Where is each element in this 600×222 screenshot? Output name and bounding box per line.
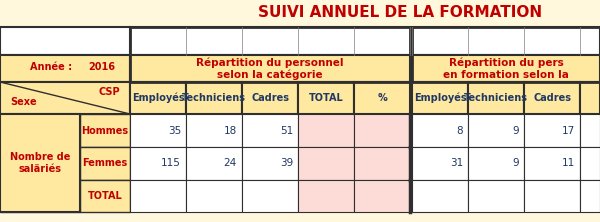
Bar <box>0 180 80 212</box>
Bar <box>580 147 600 180</box>
Text: 31: 31 <box>450 159 463 168</box>
Text: Répartition du pers
en formation selon la: Répartition du pers en formation selon l… <box>443 57 569 79</box>
Text: Employés: Employés <box>131 93 184 103</box>
Bar <box>130 180 186 212</box>
Bar <box>0 27 130 55</box>
Bar <box>80 147 130 180</box>
Text: CSP: CSP <box>98 87 120 97</box>
Bar <box>0 55 130 82</box>
Text: Nombre de
saläriés: Nombre de saläriés <box>10 152 70 174</box>
Bar <box>130 82 186 114</box>
Bar <box>242 82 298 114</box>
Text: Année :: Année : <box>30 61 72 71</box>
Bar <box>0 147 80 180</box>
Bar <box>412 114 468 147</box>
Text: 9: 9 <box>512 159 519 168</box>
Bar <box>130 147 186 180</box>
Bar <box>580 82 600 114</box>
Text: Techniciens: Techniciens <box>182 93 246 103</box>
Bar <box>468 114 524 147</box>
Bar <box>298 180 354 212</box>
Bar <box>186 147 242 180</box>
Text: 24: 24 <box>224 159 237 168</box>
Text: 35: 35 <box>168 125 181 135</box>
Bar <box>412 147 468 180</box>
Bar <box>524 114 580 147</box>
Bar <box>524 180 580 212</box>
Text: 17: 17 <box>562 125 575 135</box>
Text: 2016: 2016 <box>88 61 115 71</box>
Bar <box>298 114 354 147</box>
Text: Répartition du personnel
selon la catégorie: Répartition du personnel selon la catégo… <box>196 57 344 80</box>
Text: 51: 51 <box>280 125 293 135</box>
Text: SUIVI ANNUEL DE LA FORMATION: SUIVI ANNUEL DE LA FORMATION <box>258 6 542 20</box>
Text: 18: 18 <box>224 125 237 135</box>
Bar <box>580 180 600 212</box>
Bar <box>0 114 80 212</box>
Bar <box>412 82 468 114</box>
Bar <box>354 180 410 212</box>
Text: 39: 39 <box>280 159 293 168</box>
Bar <box>354 82 410 114</box>
Bar <box>412 55 600 82</box>
Text: %: % <box>377 93 387 103</box>
Bar <box>0 82 130 114</box>
Bar <box>524 82 580 114</box>
Bar <box>0 0 600 27</box>
Text: Hommes: Hommes <box>82 125 128 135</box>
Text: TOTAL: TOTAL <box>88 191 122 201</box>
Bar <box>242 114 298 147</box>
Bar <box>354 147 410 180</box>
Bar <box>186 180 242 212</box>
Text: Cadres: Cadres <box>533 93 571 103</box>
Bar <box>468 147 524 180</box>
Bar <box>412 27 600 82</box>
Bar <box>130 27 600 55</box>
Text: TOTAL: TOTAL <box>308 93 343 103</box>
Bar <box>524 147 580 180</box>
Bar <box>412 180 468 212</box>
Text: 11: 11 <box>562 159 575 168</box>
Bar <box>80 114 130 147</box>
Bar <box>130 114 186 147</box>
Bar <box>242 180 298 212</box>
Bar <box>130 27 410 82</box>
Bar <box>242 147 298 180</box>
Text: Sexe: Sexe <box>10 97 37 107</box>
Bar <box>186 114 242 147</box>
Text: 9: 9 <box>512 125 519 135</box>
Bar <box>298 82 354 114</box>
Text: Employés: Employés <box>413 93 466 103</box>
Text: 8: 8 <box>457 125 463 135</box>
Bar <box>130 55 410 82</box>
Text: Cadres: Cadres <box>251 93 289 103</box>
Bar <box>186 82 242 114</box>
Bar <box>298 147 354 180</box>
Bar <box>0 114 80 147</box>
Bar <box>468 82 524 114</box>
Text: Femmes: Femmes <box>82 159 128 168</box>
Bar <box>580 114 600 147</box>
Bar <box>468 180 524 212</box>
Bar <box>354 114 410 147</box>
Text: 115: 115 <box>161 159 181 168</box>
Text: Techniciens: Techniciens <box>464 93 528 103</box>
Bar <box>80 180 130 212</box>
